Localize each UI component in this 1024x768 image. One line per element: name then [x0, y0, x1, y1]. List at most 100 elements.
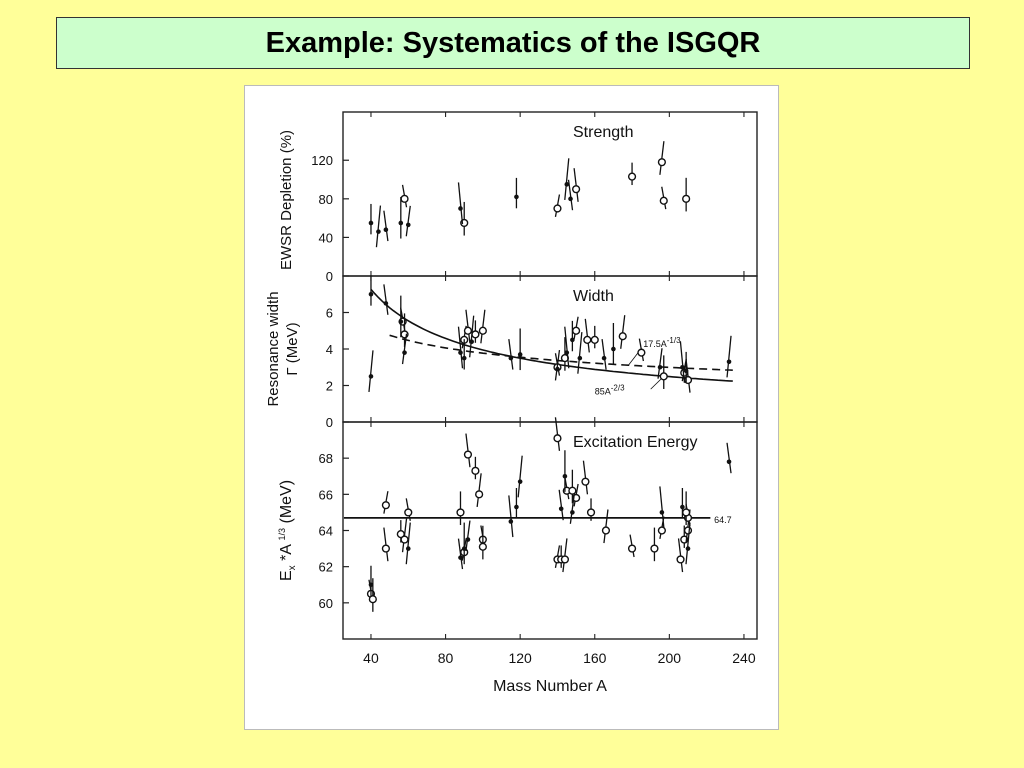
y-tick-label: 80: [319, 192, 333, 207]
data-point-open: [586, 508, 596, 517]
data-point-filled: [383, 227, 389, 232]
error-bar: [620, 315, 626, 349]
error-bar: [469, 315, 475, 358]
error-bar: [582, 460, 589, 495]
x-axis-label: Mass Number A: [493, 678, 607, 695]
curve-label: 17.5A-1/3: [643, 336, 681, 349]
data-point-filled: [402, 350, 407, 355]
error-bar: [368, 350, 374, 393]
error-bar: [569, 493, 576, 524]
y-tick-label: 2: [326, 379, 333, 394]
data-point-filled: [564, 350, 570, 355]
error-bar: [679, 341, 686, 383]
data-point-open: [568, 486, 577, 495]
x-tick-label: 240: [732, 650, 756, 666]
data-point-filled: [726, 459, 732, 465]
y-tick-label: 62: [319, 560, 333, 575]
data-point-filled: [368, 374, 374, 379]
x-tick-label: 160: [583, 650, 607, 666]
data-point-filled: [680, 364, 685, 370]
error-bar: [508, 495, 514, 538]
data-point-open: [381, 544, 390, 553]
y-axis-label: Resonance width: [265, 291, 282, 406]
x-tick-label: 80: [438, 650, 454, 666]
figure-panel: 0 40 80 120 Strength EWSR Depletion (%) 0 2 4 6 Wi…: [244, 85, 779, 730]
data-point-filled: [570, 510, 575, 515]
data-point-filled: [562, 473, 568, 479]
data-point-filled: [657, 364, 663, 370]
error-bar: [659, 141, 665, 175]
data-point-open: [601, 526, 611, 535]
data-point-open: [560, 555, 570, 564]
data-point-filled: [368, 220, 374, 226]
panel-top: 0 40 80 120 Strength EWSR Depletion (%): [278, 111, 758, 284]
error-bar: [577, 332, 583, 374]
data-point-filled: [555, 366, 560, 372]
error-bar: [584, 318, 590, 353]
data-point-open: [581, 477, 590, 486]
data-point-open: [553, 434, 562, 443]
data-point-open: [618, 332, 627, 341]
data-point-filled: [458, 555, 463, 560]
y-axis-label: Γ (MeV): [284, 322, 301, 375]
data-point-filled: [458, 206, 463, 211]
error-bar: [554, 349, 561, 381]
panel-title: Excitation Energy: [573, 434, 698, 451]
data-point-filled: [405, 546, 411, 551]
error-bar: [457, 326, 464, 369]
error-bar: [726, 442, 732, 474]
data-point-filled: [376, 229, 381, 234]
data-point-filled: [368, 582, 374, 588]
data-point-open: [553, 204, 562, 213]
error-bar: [554, 417, 561, 451]
data-point-filled: [564, 182, 570, 187]
y-tick-label: 68: [319, 451, 333, 466]
y-tick-label: 64: [319, 524, 333, 539]
data-point-open: [478, 326, 487, 335]
data-point-filled: [577, 355, 583, 361]
y-tick-label: 66: [319, 487, 333, 502]
y-tick-label: 40: [319, 230, 333, 245]
data-point-open: [659, 372, 668, 381]
error-bar: [603, 509, 609, 544]
data-point-filled: [659, 510, 665, 515]
error-bar: [562, 538, 568, 573]
data-point-filled: [405, 222, 411, 228]
data-point-filled: [685, 546, 691, 551]
panel-middle: 0 2 4 6 Width Resonance width Γ (MeV) 85A-2/3 17…: [265, 275, 758, 430]
x-tick-label: 120: [508, 650, 532, 666]
data-point-open: [400, 194, 409, 203]
data-point-filled: [558, 506, 564, 512]
y-tick-label: 0: [326, 415, 333, 430]
slide-title: Example: Systematics of the ISGQR: [265, 26, 761, 59]
data-point-filled: [383, 301, 389, 306]
data-point-open: [572, 326, 581, 335]
data-point-open: [583, 335, 592, 344]
reference-line-label: 64.7: [714, 515, 732, 525]
y-tick-label: 0: [326, 269, 333, 284]
data-point-filled: [683, 368, 689, 374]
error-bar: [564, 158, 570, 201]
error-bar: [401, 333, 408, 365]
error-bar: [573, 168, 579, 202]
data-point-filled: [461, 546, 467, 551]
data-point-open: [659, 196, 668, 205]
data-point-open: [463, 450, 473, 459]
panel-frame: [342, 111, 758, 277]
data-point-open: [682, 194, 691, 203]
title-box: Example: Systematics of the ISGQR: [56, 17, 970, 69]
data-point-open: [650, 544, 659, 553]
data-point-open: [381, 501, 390, 510]
error-bar: [564, 326, 570, 369]
data-point-filled: [398, 220, 404, 226]
data-point-open: [572, 185, 581, 194]
data-point-filled: [680, 504, 685, 510]
data-point-filled: [517, 479, 523, 484]
data-point-open: [637, 348, 646, 357]
data-point-filled: [517, 352, 523, 357]
error-bar: [465, 309, 471, 344]
y-tick-label: 6: [326, 306, 333, 321]
data-point-open: [657, 526, 666, 535]
error-bar: [405, 205, 411, 237]
data-point-filled: [508, 519, 514, 524]
